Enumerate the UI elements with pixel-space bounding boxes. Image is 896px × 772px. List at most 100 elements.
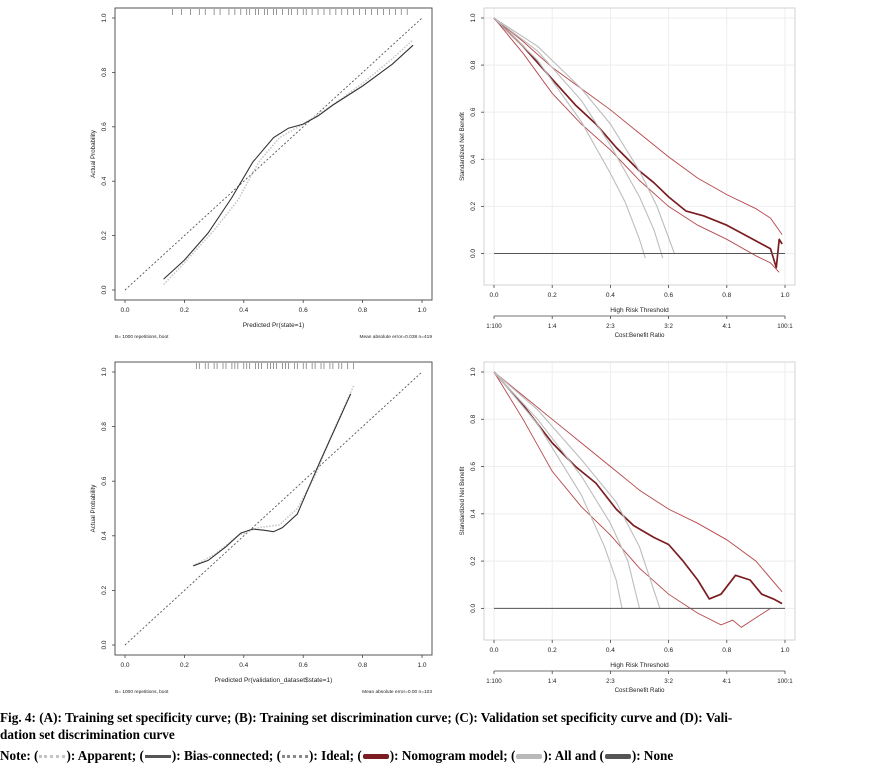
chart-b-series-all-ci-2 [493,17,675,254]
chart-b-y-tick-label: 0.0 [470,249,477,258]
chart-a-series-apparent [163,39,414,286]
chart-a-y-axis-label: Actual Probability [90,129,97,178]
apparent-swatch [39,755,66,759]
chart-d-x-tick-label: 0.6 [664,647,673,654]
chart-d-x-tick-label: 0.4 [606,647,615,654]
chart-c-y-tick-label: 0.4 [101,531,108,540]
chart-d-plot-frame [483,361,796,641]
chart-b-cost-benefit-tick-label: 100:1 [777,323,793,330]
chart-b-y-tick-label: 0.4 [470,154,477,163]
chart-a-y-tick-label: 0.6 [101,122,108,131]
chart-d-cost-benefit-tick-label: 1:4 [548,678,557,685]
chart-d-cost-benefit-tick-label: 3:2 [664,678,673,685]
chart-c-footnote-right: Mean absolute error=0.00 n=103 [362,689,432,695]
chart-b-y-axis-label: Standardized Net Benefit [459,112,466,181]
chart-a-x-tick-label: 0.6 [299,307,308,314]
note-nomogram: ): Nomogram model; ( [389,748,516,763]
chart-d-y-tick-label: 0.0 [470,603,477,612]
chart-d-cost-benefit-tick-label: 4:1 [722,678,731,685]
chart-b-cost-benefit-tick-label: 1:100 [486,323,502,330]
chart-c: 0.0 0.2 0.4 0.6 0.8 1.0 0.0 0.2 0.4 0.6 0.8 1.0 Pred… [90,361,433,695]
note-none: ): None [631,748,674,763]
chart-d-cost-benefit-tick-label: 1:100 [486,678,502,685]
chart-b-cost-benefit-label: Cost:Benefit Ratio [615,332,665,339]
chart-d-y-tick-label: 0.6 [470,462,477,471]
chart-d-y-tick-label: 0.8 [470,414,477,423]
chart-d-x-tick-label: 0.8 [722,647,731,654]
note-bias: ): Bias-connected; ( [171,748,282,763]
chart-a: 0.0 0.2 0.4 0.6 0.8 1.0 0.0 0.2 0.4 0.6 0.8 1.0 Pred… [90,7,433,340]
chart-a-footnote-right: Mean absolute error=0.038 n=419 [359,334,432,340]
caption-note: Note: ( ): Apparent; ( ): Bias-connected; … [0,748,890,764]
chart-b-y-tick-label: 1.0 [470,13,477,22]
note-apparent: ): Apparent; ( [66,748,144,763]
chart-d-x-axis-label: High Risk Threshold [610,662,669,669]
chart-a-x-tick-label: 0.2 [180,307,189,314]
chart-b-x-tick-label: 0.4 [606,292,615,299]
chart-d-x-tick-label: 0.2 [548,647,557,654]
chart-c-x-tick-label: 0.2 [180,662,189,669]
chart-c-y-tick-label: 0.2 [101,586,108,595]
chart-d-cost-benefit-tick-label: 2:3 [606,678,615,685]
chart-d-cost-benefit-tick-label: 100:1 [777,678,793,685]
chart-b-x-tick-label: 1.0 [780,292,789,299]
chart-a-x-tick-label: 1.0 [417,307,426,314]
chart-b-x-tick-label: 0.0 [489,292,498,299]
chart-b-y-tick-label: 0.2 [470,201,477,210]
chart-b-series-all-ci-1 [493,17,664,259]
chart-a-x-axis-label: Predicted Pr(state=1) [243,322,305,329]
chart-a-x-tick-label: 0.8 [358,307,367,314]
nomogram-swatch [362,754,389,760]
chart-b-x-tick-label: 0.8 [722,292,731,299]
chart-b-plot-frame [483,7,796,286]
chart-c-series-ideal [124,371,423,646]
chart-a-x-tick-label: 0.4 [239,307,248,314]
none-swatch [604,754,631,760]
chart-d-series-nomogram-lower-ci [493,371,771,628]
chart-b-series-nomogram-lower-ci [493,17,780,273]
bias-connected-swatch [144,755,171,759]
chart-c-series-bias-connected [193,393,352,567]
chart-d-series-all [493,371,623,609]
chart-a-plot-frame [114,7,433,301]
chart-c-footnote-left: B= 1000 repetitions, boot [115,689,169,695]
caption-line-2: dation set discrimination curve [0,727,175,742]
chart-b-x-tick-label: 0.6 [664,292,673,299]
chart-d-series-all-ci-2 [493,371,661,609]
chart-b-y-tick-label: 0.8 [470,60,477,69]
chart-b-cost-benefit-tick-label: 1:4 [548,323,557,330]
caption-line-1: Fig. 4: (A): Training set specificity cu… [0,710,733,725]
chart-c-y-tick-label: 0.6 [101,476,108,485]
chart-a-y-tick-label: 0.0 [101,285,108,294]
chart-c-x-tick-label: 0.0 [120,662,129,669]
chart-b-cost-benefit-tick-label: 3:2 [664,323,673,330]
note-all: ): All and ( [543,748,604,763]
chart-d-y-tick-label: 1.0 [470,367,477,376]
chart-a-series-ideal [124,17,423,291]
chart-c-y-tick-label: 0.8 [101,422,108,431]
note-ideal: ): Ideal; ( [309,748,362,763]
all-swatch [516,754,543,760]
chart-b-y-tick-label: 0.6 [470,107,477,116]
chart-b-x-tick-label: 0.2 [548,292,557,299]
note-prefix: Note: ( [0,748,39,763]
chart-d-cost-benefit-label: Cost:Benefit Ratio [615,687,665,694]
chart-a-footnote-left: B= 1000 repetitions, boot [115,334,169,340]
chart-b-series-nomogram-upper-ci [493,17,783,235]
ideal-swatch [282,755,309,759]
chart-d: 0.0 0.2 0.4 0.6 0.8 1.0 0.0 0.2 0.4 0.6 0.8 1.0 High… [459,361,796,694]
chart-b-cost-benefit-tick-label: 2:3 [606,323,615,330]
chart-c-x-tick-label: 0.6 [299,662,308,669]
chart-d-y-tick-label: 0.4 [470,509,477,518]
chart-c-x-tick-label: 0.4 [239,662,248,669]
chart-c-x-axis-label: Predicted Pr(validation_dataset$state=1) [215,677,333,684]
chart-d-x-tick-label: 1.0 [780,647,789,654]
chart-a-series-bias-connected [163,44,414,280]
chart-a-y-tick-label: 0.8 [101,68,108,77]
chart-c-plot-frame [114,361,433,656]
chart-a-y-tick-label: 0.2 [101,231,108,240]
chart-b-series-nomogram-model [493,17,783,269]
chart-c-y-tick-label: 0.0 [101,640,108,649]
chart-d-series-nomogram-upper-ci [493,371,783,593]
chart-c-x-tick-label: 1.0 [417,662,426,669]
